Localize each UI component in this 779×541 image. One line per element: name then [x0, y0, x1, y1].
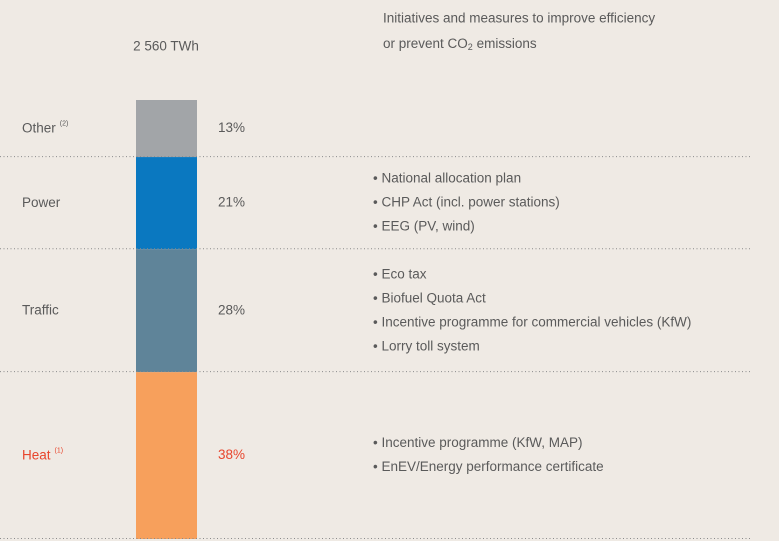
total-label: 2 560 TWh	[133, 39, 199, 54]
segment-name: Power	[22, 195, 61, 210]
measure-item: • CHP Act (incl. power stations)	[373, 195, 560, 210]
bar-segment	[136, 157, 197, 250]
segment-name: Heat	[22, 447, 51, 462]
value-label: 28%	[218, 302, 245, 317]
value-label: 13%	[218, 120, 245, 135]
segment-label: Power	[22, 195, 61, 210]
bar-segment	[136, 100, 197, 158]
bar-segment	[136, 372, 197, 539]
segment-label: Traffic	[22, 302, 59, 317]
measure-item: • Incentive programme for commercial veh…	[373, 314, 691, 329]
heading-line: or prevent CO2 emissions	[383, 36, 537, 53]
measure-item: • EnEV/Energy performance certificate	[373, 459, 604, 474]
segment-note: (2)	[60, 120, 69, 127]
bar-segment	[136, 249, 197, 373]
measure-item: • Lorry toll system	[373, 338, 480, 353]
value-label: 21%	[218, 195, 245, 210]
heading-subscript: 2	[468, 42, 473, 52]
segment-label: Heat (1)	[22, 447, 63, 462]
segment-note: (1)	[55, 447, 64, 454]
measure-item: • Biofuel Quota Act	[373, 290, 486, 305]
segment-name: Traffic	[22, 302, 59, 317]
segment-name: Other	[22, 120, 56, 135]
value-label: 38%	[218, 447, 245, 462]
heading-text: or prevent CO	[383, 36, 468, 51]
segment-label: Other (2)	[22, 120, 68, 135]
measure-item: • National allocation plan	[373, 171, 521, 186]
heading-line: Initiatives and measures to improve effi…	[383, 11, 655, 26]
measure-item: • Incentive programme (KfW, MAP)	[373, 435, 583, 450]
measure-item: • EEG (PV, wind)	[373, 219, 475, 234]
measure-item: • Eco tax	[373, 266, 427, 281]
heading-text: emissions	[473, 36, 537, 51]
